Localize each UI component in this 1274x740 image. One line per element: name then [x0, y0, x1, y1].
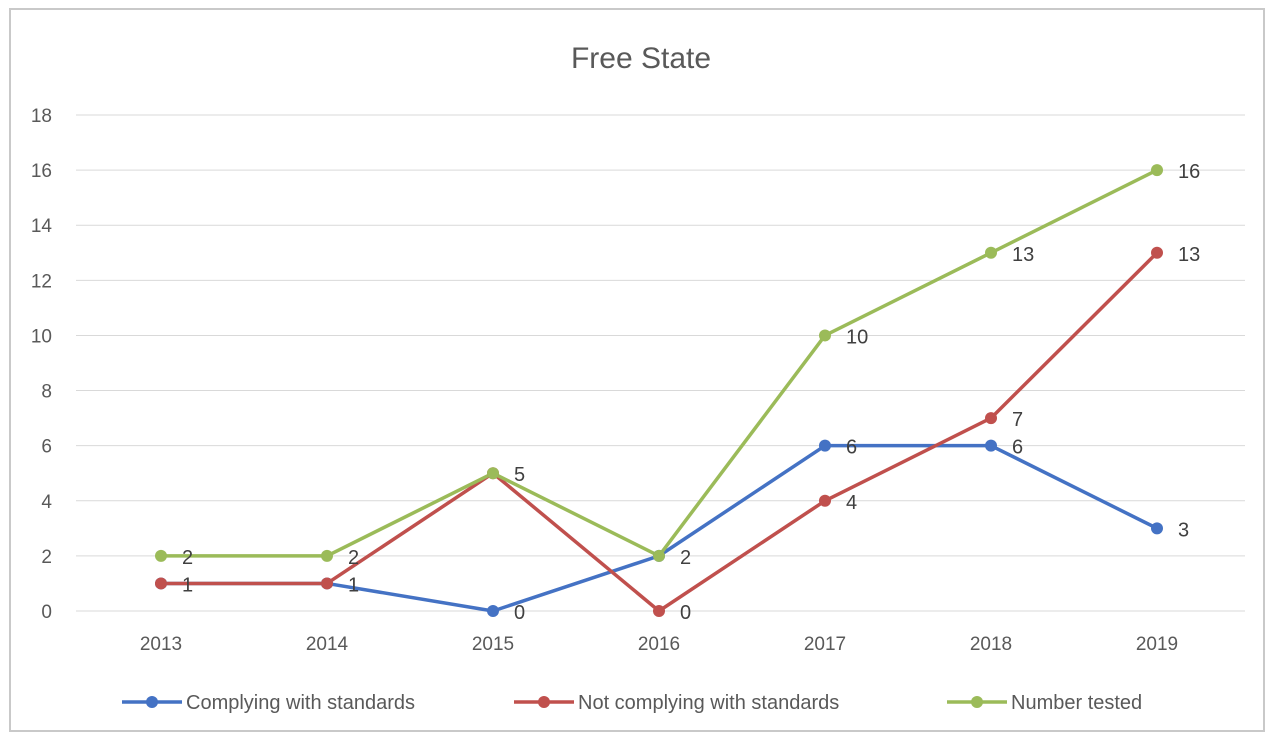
data-point	[653, 549, 665, 562]
data-point	[321, 577, 333, 590]
data-label: 7	[1012, 409, 1023, 431]
y-tick-label: 8	[41, 382, 52, 403]
series-line-0	[159, 443, 1159, 613]
data-label: 5	[514, 464, 525, 486]
data-point	[985, 412, 997, 425]
data-point	[653, 605, 665, 617]
data-label: 16	[1178, 161, 1200, 183]
x-tick-label: 2014	[306, 634, 349, 655]
chart-title: Free State	[571, 42, 711, 75]
data-label: 13	[1012, 244, 1034, 266]
data-label: 13	[1178, 244, 1200, 266]
x-tick-label: 2015	[472, 634, 514, 655]
y-tick-label: 18	[31, 106, 52, 127]
y-tick-label: 6	[41, 437, 52, 458]
legend-marker	[971, 696, 983, 708]
data-label: 6	[846, 437, 857, 459]
x-axis-ticks: 2013 2014 2015 2016 2017 2018 2019	[140, 634, 1178, 655]
x-tick-label: 2016	[638, 634, 680, 655]
y-tick-label: 14	[31, 216, 53, 237]
legend-marker	[538, 696, 550, 708]
data-label: 0	[680, 602, 691, 624]
y-tick-label: 10	[31, 326, 52, 347]
data-point	[487, 467, 499, 480]
data-label: 10	[846, 326, 868, 348]
data-label: 4	[846, 492, 857, 514]
y-tick-label: 12	[31, 271, 52, 292]
data-point	[155, 577, 167, 590]
data-point	[985, 246, 997, 259]
legend-label: Complying with standards	[186, 692, 415, 714]
data-point	[1151, 164, 1163, 177]
x-tick-label: 2017	[804, 634, 846, 655]
legend-label: Not complying with standards	[578, 692, 839, 714]
y-tick-label: 0	[41, 602, 52, 623]
x-tick-label: 2019	[1136, 634, 1178, 655]
data-label: 6	[1012, 437, 1023, 459]
data-point	[819, 329, 831, 342]
data-label: 1	[182, 574, 193, 596]
data-label: 2	[182, 547, 193, 569]
data-point	[819, 494, 831, 507]
y-axis-ticks: 0 2 4 6 8 10 12 14 16 18	[31, 106, 53, 623]
data-label: 2	[348, 547, 359, 569]
data-point	[1151, 522, 1163, 535]
data-point	[487, 605, 499, 617]
data-points	[155, 164, 1163, 617]
data-point	[1151, 246, 1163, 259]
data-label: 0	[514, 602, 525, 624]
legend-marker	[146, 696, 158, 708]
legend-label: Number tested	[1011, 692, 1142, 714]
data-point	[155, 549, 167, 562]
y-tick-label: 2	[41, 547, 52, 568]
legend: Complying with standards Not complying wi…	[122, 692, 1142, 714]
data-point	[985, 439, 997, 452]
gridlines	[76, 114, 1245, 612]
y-tick-label: 16	[31, 161, 52, 182]
data-point	[819, 439, 831, 452]
data-label: 1	[348, 574, 359, 596]
series-line-2	[159, 168, 1159, 558]
data-point	[321, 549, 333, 562]
y-tick-label: 4	[41, 492, 52, 513]
data-label: 3	[1178, 519, 1189, 541]
data-label: 2	[680, 547, 691, 569]
x-tick-label: 2018	[970, 634, 1012, 655]
x-tick-label: 2013	[140, 634, 182, 655]
